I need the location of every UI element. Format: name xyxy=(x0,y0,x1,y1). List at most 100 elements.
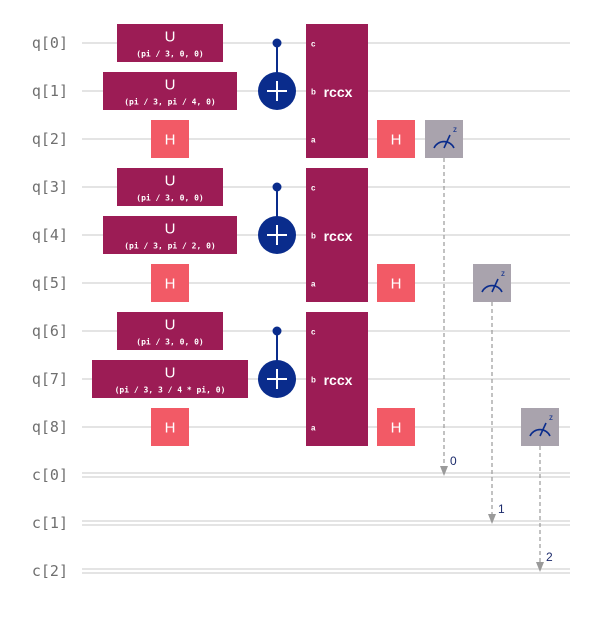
u-gate-label: U xyxy=(165,29,176,46)
meter-needle-icon xyxy=(491,278,499,293)
measure-gate: z2 xyxy=(521,408,559,572)
h-gate: H xyxy=(377,120,415,158)
u-gate-box xyxy=(103,216,237,254)
clbit-label: c[2] xyxy=(32,562,68,580)
h-gate-box xyxy=(151,120,189,158)
qubit-label: q[3] xyxy=(32,178,68,196)
meter-needle-icon xyxy=(539,422,547,437)
qubit-label: q[4] xyxy=(32,226,68,244)
u-gate-box xyxy=(92,360,248,398)
u-gate: U (pi / 3, pi / 4, 0) xyxy=(103,72,237,110)
qubit-label: q[0] xyxy=(32,34,68,52)
rccx-gate: c b a rccx xyxy=(306,168,368,302)
h-gate-label: H xyxy=(391,420,402,437)
rccx-label: rccx xyxy=(324,84,353,100)
rccx-gate: c b a rccx xyxy=(306,24,368,158)
u-gate-params: (pi / 3, pi / 2, 0) xyxy=(124,241,216,251)
rccx-port-label: c xyxy=(311,40,316,49)
h-gate-label: H xyxy=(391,132,402,149)
control-dot xyxy=(272,38,282,48)
rccx-port-label: c xyxy=(311,328,316,337)
circuit-block: U (pi / 3, 0, 0) U (pi / 3, pi / 2, 0) Hc b a r… xyxy=(103,168,511,524)
rccx-port-label: a xyxy=(311,136,316,145)
h-gate: H xyxy=(151,408,189,446)
h-gate: H xyxy=(377,408,415,446)
h-gate-box xyxy=(151,264,189,302)
qubit-label: q[1] xyxy=(32,82,68,100)
u-gate-label: U xyxy=(165,221,176,238)
u-gate: U (pi / 3, pi / 2, 0) xyxy=(103,216,237,254)
u-gate-box xyxy=(117,24,223,62)
u-gate: U (pi / 3, 0, 0) xyxy=(117,312,223,350)
u-gate-label: U xyxy=(165,77,176,94)
measure-gate: z0 xyxy=(425,120,463,476)
rccx-box xyxy=(306,312,368,446)
u-gate-params: (pi / 3, 3 / 4 * pi, 0) xyxy=(115,385,226,395)
control-dot xyxy=(272,182,282,192)
h-gate-label: H xyxy=(165,132,176,149)
qubit-label: q[2] xyxy=(32,130,68,148)
qubit-label: q[7] xyxy=(32,370,68,388)
cx-gate xyxy=(258,326,296,398)
cx-gate xyxy=(258,38,296,110)
h-gate-box xyxy=(377,120,415,158)
h-gate-box xyxy=(377,408,415,446)
circuit-block: U (pi / 3, 0, 0) U (pi / 3, 3 / 4 * pi, 0) H… xyxy=(92,312,559,572)
clbit-index-label: 2 xyxy=(546,550,553,564)
rccx-port-label: c xyxy=(311,184,316,193)
meter-needle-icon xyxy=(443,134,451,149)
meter-z-icon: z xyxy=(501,269,505,278)
u-gate-params: (pi / 3, 0, 0) xyxy=(136,193,203,203)
clbit-label: c[0] xyxy=(32,466,68,484)
u-gate: U (pi / 3, 3 / 4 * pi, 0) xyxy=(92,360,248,398)
rccx-box xyxy=(306,168,368,302)
meter-arc-icon xyxy=(481,284,503,293)
rccx-box xyxy=(306,24,368,158)
meter-z-icon: z xyxy=(549,413,553,422)
u-gate-params: (pi / 3, pi / 4, 0) xyxy=(124,97,216,107)
arrow-head-icon xyxy=(440,466,448,476)
rccx-port-label: b xyxy=(311,376,316,385)
arrow-head-icon xyxy=(488,514,496,524)
clbit-label: c[1] xyxy=(32,514,68,532)
h-gate-label: H xyxy=(165,276,176,293)
measure-gate: z1 xyxy=(473,264,511,524)
cx-gate xyxy=(258,182,296,254)
h-gate: H xyxy=(151,264,189,302)
rccx-gate: c b a rccx xyxy=(306,312,368,446)
rccx-port-label: b xyxy=(311,232,316,241)
h-gate-box xyxy=(151,408,189,446)
u-gate-params: (pi / 3, 0, 0) xyxy=(136,49,203,59)
u-gate-box xyxy=(117,168,223,206)
measure-box xyxy=(473,264,511,302)
clbit-index-label: 1 xyxy=(498,502,505,516)
measure-box xyxy=(425,120,463,158)
u-gate: U (pi / 3, 0, 0) xyxy=(117,24,223,62)
h-gate-box xyxy=(377,264,415,302)
h-gate-label: H xyxy=(391,276,402,293)
meter-z-icon: z xyxy=(453,125,457,134)
rccx-port-label: a xyxy=(311,280,316,289)
meter-arc-icon xyxy=(529,428,551,437)
u-gate: U (pi / 3, 0, 0) xyxy=(117,168,223,206)
u-gate-params: (pi / 3, 0, 0) xyxy=(136,337,203,347)
control-dot xyxy=(272,326,282,336)
rccx-label: rccx xyxy=(324,228,353,244)
meter-arc-icon xyxy=(433,140,455,149)
arrow-head-icon xyxy=(536,562,544,572)
h-gate: H xyxy=(377,264,415,302)
clbit-index-label: 0 xyxy=(450,454,457,468)
h-gate: H xyxy=(151,120,189,158)
rccx-port-label: a xyxy=(311,424,316,433)
u-gate-box xyxy=(103,72,237,110)
qubit-label: q[5] xyxy=(32,274,68,292)
rccx-label: rccx xyxy=(324,372,353,388)
circuit-block: U (pi / 3, 0, 0) U (pi / 3, pi / 4, 0) Hc b a r… xyxy=(103,24,463,476)
h-gate-label: H xyxy=(165,420,176,437)
measure-box xyxy=(521,408,559,446)
u-gate-box xyxy=(117,312,223,350)
qubit-label: q[8] xyxy=(32,418,68,436)
rccx-port-label: b xyxy=(311,88,316,97)
u-gate-label: U xyxy=(165,365,176,382)
